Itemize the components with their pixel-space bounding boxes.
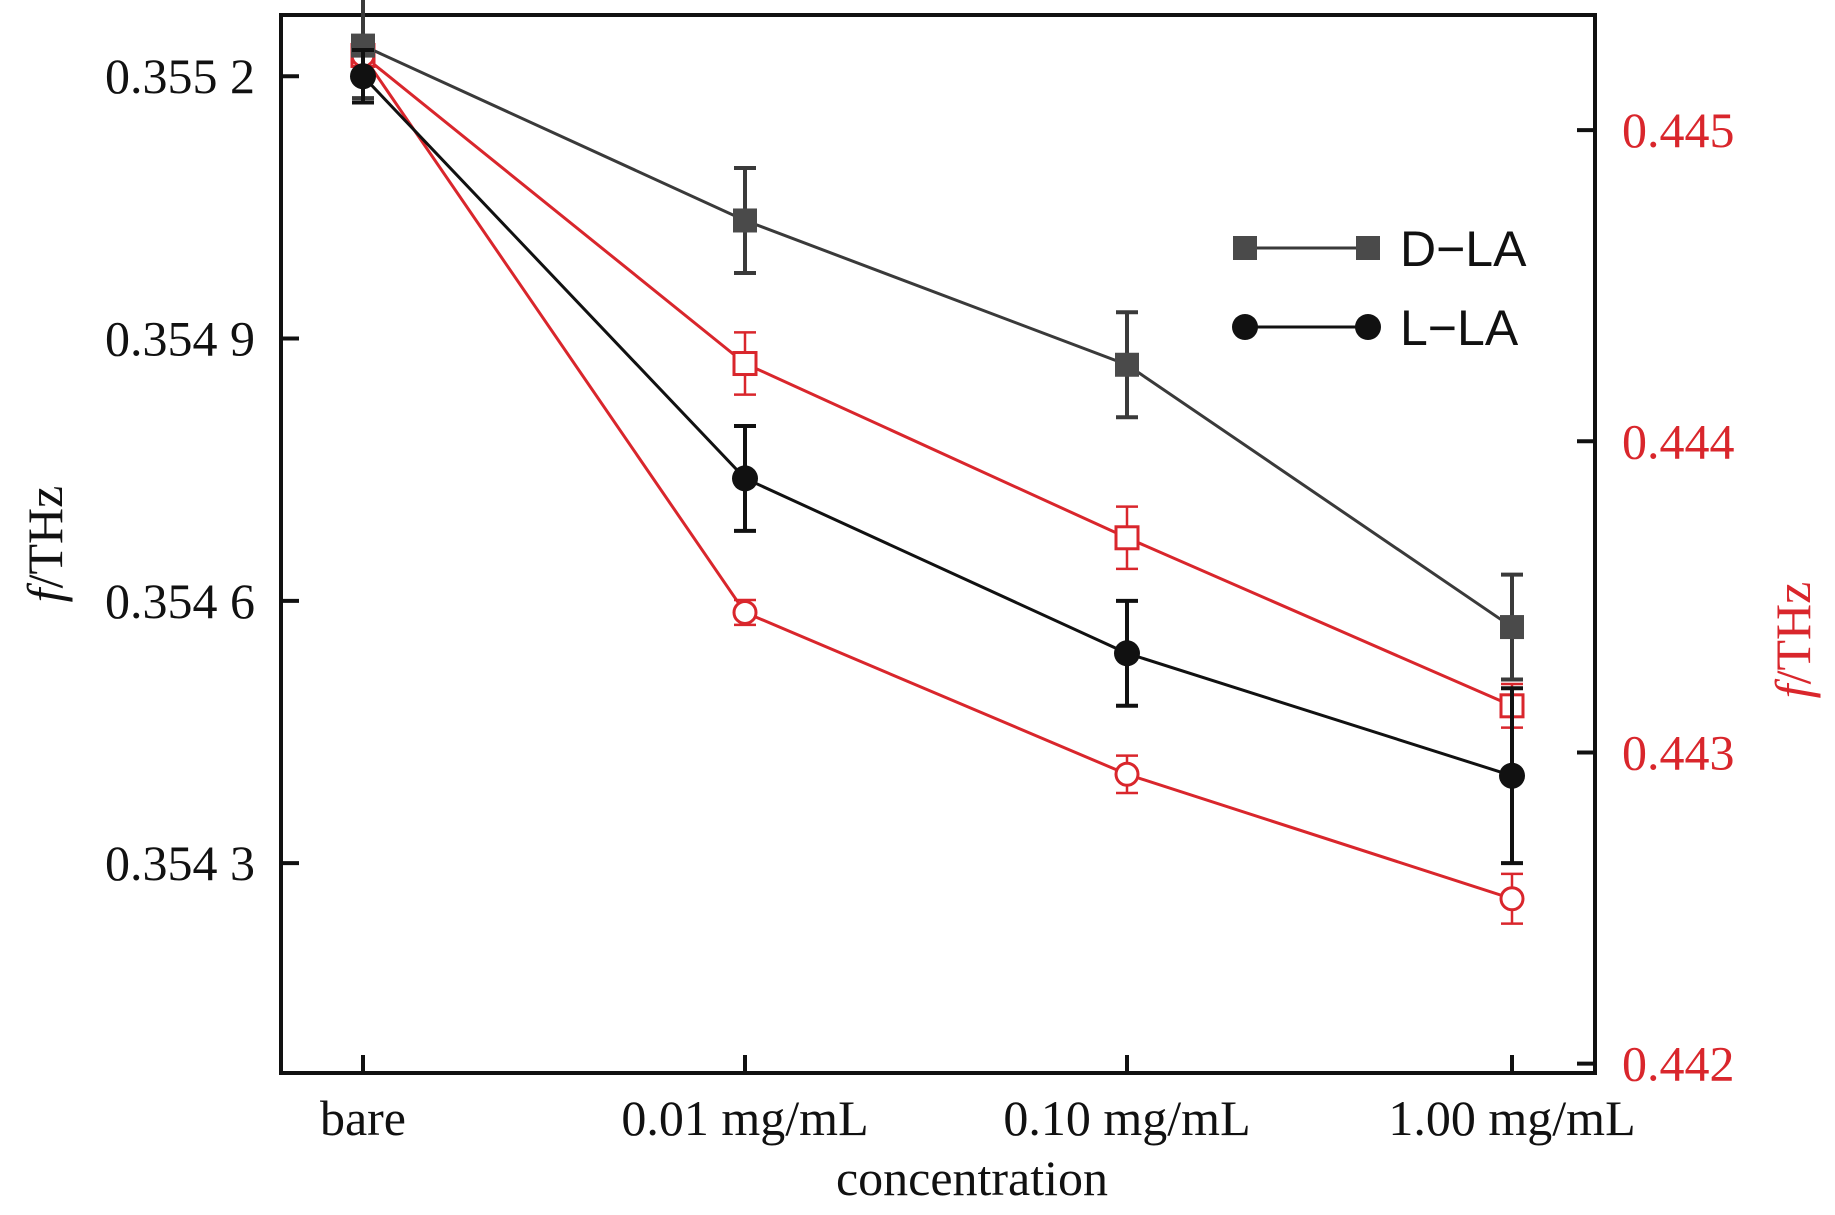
series-line	[361, 75, 1513, 778]
data-point	[1114, 640, 1140, 667]
left-axis-title-rest: /THz	[17, 486, 73, 589]
data-point	[1114, 761, 1140, 787]
left-tick-label: 0.354 6	[105, 573, 255, 629]
data-point	[732, 465, 758, 492]
legend: D−LA L−LA	[1232, 221, 1527, 356]
legend-marker-l-la-right	[1355, 314, 1381, 340]
left-axis: 0.355 2 0.354 9 0.354 6 0.354 3	[105, 48, 299, 891]
series-1	[350, 47, 1525, 866]
right-axis-title: f/THz	[1765, 582, 1821, 699]
series-line	[361, 54, 1513, 901]
x-tick-label: 0.01 mg/mL	[621, 1090, 868, 1146]
right-tick-label: 0.445	[1622, 102, 1735, 158]
series-line	[362, 44, 1513, 629]
x-tick-label: 1.00 mg/mL	[1388, 1090, 1635, 1146]
right-tick-label: 0.442	[1622, 1036, 1735, 1092]
legend-marker-d-la-left	[1233, 236, 1257, 260]
left-tick-label: 0.354 3	[105, 835, 255, 891]
right-axis: 0.445 0.444 0.443 0.442	[1577, 102, 1735, 1092]
plot-frame	[279, 13, 1597, 1075]
data-point	[350, 63, 376, 90]
right-tick-label: 0.443	[1622, 724, 1735, 780]
data-point	[1114, 525, 1140, 551]
series-3	[350, 42, 1525, 925]
right-axis-title-rest: /THz	[1765, 582, 1821, 685]
data-point	[1500, 615, 1524, 640]
series-layer	[350, 0, 1525, 925]
x-axis-title: concentration	[836, 1150, 1108, 1206]
legend-label-d-la: D−LA	[1400, 221, 1527, 277]
legend-label-l-la: L−LA	[1400, 300, 1519, 356]
x-tick-label: 0.10 mg/mL	[1003, 1090, 1250, 1146]
data-point	[1115, 352, 1139, 377]
data-point	[732, 599, 758, 625]
series-2	[350, 42, 1525, 729]
left-tick-label: 0.354 9	[105, 311, 255, 367]
series-0	[351, 0, 1524, 682]
x-tick-label: bare	[320, 1090, 406, 1146]
legend-marker-l-la-left	[1232, 314, 1258, 340]
right-tick-label: 0.444	[1622, 413, 1735, 469]
series-line	[362, 54, 1513, 708]
left-axis-title: f/THz	[17, 486, 73, 603]
data-point	[1499, 886, 1525, 912]
data-point	[732, 351, 758, 377]
data-point	[1499, 762, 1525, 789]
legend-marker-d-la-right	[1356, 236, 1380, 260]
data-point	[733, 208, 757, 233]
x-axis: bare 0.01 mg/mL 0.10 mg/mL 1.00 mg/mL	[320, 1055, 1636, 1146]
left-tick-label: 0.355 2	[105, 48, 255, 104]
